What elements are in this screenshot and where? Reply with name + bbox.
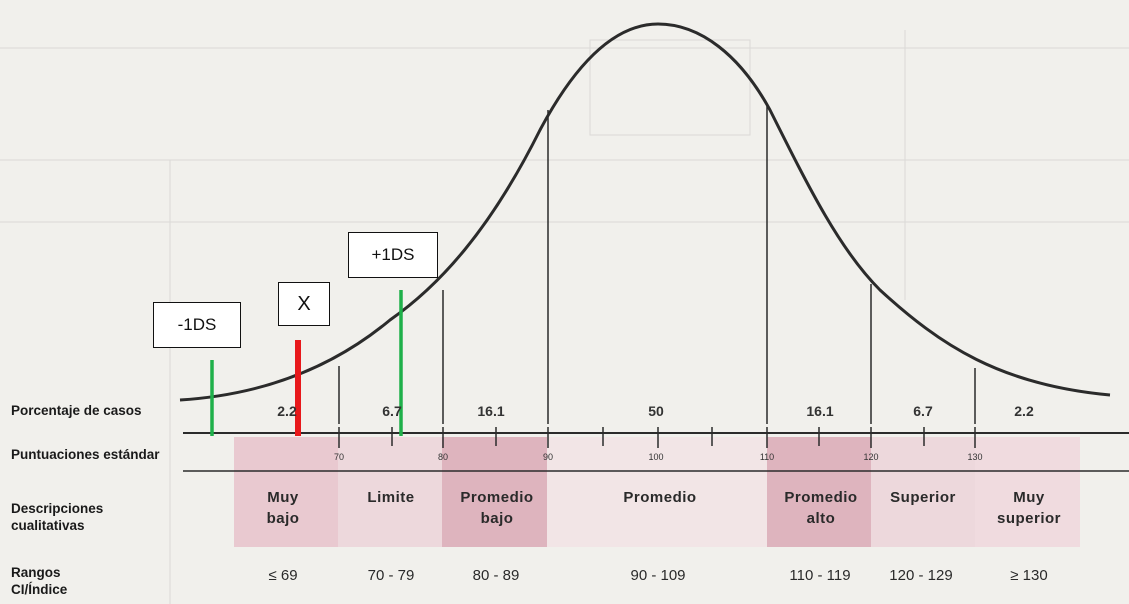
score-ticks: [338, 427, 976, 448]
score-label-70: 70: [333, 452, 345, 462]
description-promedio: Promedio: [623, 487, 696, 508]
description-muy-bajo-line2: bajo: [266, 510, 300, 527]
minus-1ds-label-box: -1DS: [153, 302, 241, 348]
background-scan-artifacts: [0, 30, 1129, 604]
score-label-90: 90: [542, 452, 554, 462]
description-promedio-alto: Promedio alto: [784, 487, 857, 529]
description-superior-line1: Superior: [890, 489, 956, 506]
range-muy-bajo: ≤ 69: [268, 567, 298, 584]
row-label-puntuaciones: Puntuaciones estándar: [11, 447, 160, 462]
description-limite: Limite: [367, 487, 414, 508]
plus-1ds-label-box: +1DS: [348, 232, 438, 278]
range-promedio-alto: 110 - 119: [789, 567, 851, 584]
plus-1ds-label: +1DS: [371, 245, 415, 264]
row-label-rangos: Rangos CI/Índice: [11, 564, 67, 598]
score-label-80: 80: [437, 452, 449, 462]
score-label-110: 110: [759, 452, 775, 462]
description-muy-superior-line2: superior: [996, 510, 1062, 527]
row-label-rangos-line1: Rangos: [11, 565, 61, 580]
description-muy-bajo-line1: Muy: [267, 489, 299, 506]
range-limite: 70 - 79: [367, 567, 415, 584]
score-label-130: 130: [967, 452, 983, 462]
percentage-limite: 6.7: [382, 403, 402, 419]
band-superior: [871, 437, 975, 547]
range-superior: 120 - 129: [889, 567, 953, 584]
row-label-descripciones-line2: cualitativas: [11, 518, 85, 533]
range-muy-superior: ≥ 130: [1010, 567, 1048, 584]
description-bands: [234, 437, 1080, 547]
range-promedio: 90 - 109: [630, 567, 686, 584]
x-marker-label-box: X: [278, 282, 330, 326]
percentage-muy-bajo: 2.2: [277, 403, 297, 419]
description-muy-superior: Muy superior: [997, 487, 1061, 529]
minus-1ds-label: -1DS: [177, 315, 217, 334]
description-muy-bajo: Muy bajo: [267, 487, 300, 529]
description-promedio-alto-line2: alto: [806, 510, 836, 527]
description-promedio-alto-line1: Promedio: [784, 489, 858, 506]
description-promedio-bajo-line2: bajo: [480, 510, 514, 527]
band-limite: [338, 437, 442, 547]
row-label-porcentaje: Porcentaje de casos: [11, 403, 142, 418]
percentage-superior: 6.7: [913, 403, 933, 419]
percentage-promedio-alto: 16.1: [806, 403, 834, 419]
x-marker-label: X: [297, 292, 311, 315]
score-label-100: 100: [648, 452, 664, 462]
description-promedio-line1: Promedio: [623, 489, 697, 506]
percentage-muy-superior: 2.2: [1014, 403, 1034, 419]
range-promedio-bajo: 80 - 89: [472, 567, 520, 584]
division-lines: [338, 104, 976, 424]
description-promedio-bajo-line1: Promedio: [460, 489, 534, 506]
band-muy-bajo: [234, 437, 338, 547]
band-muy-superior: [975, 437, 1080, 547]
bell-curve: [179, 22, 1111, 402]
band-promedio-bajo: [442, 437, 547, 547]
row-label-rangos-line2: CI/Índice: [11, 582, 68, 597]
percentage-promedio-bajo: 16.1: [477, 403, 505, 419]
description-superior: Superior: [890, 487, 956, 508]
percentage-promedio: 50: [648, 403, 664, 419]
row-label-descripciones-line1: Descripciones: [11, 501, 104, 516]
score-label-120: 120: [863, 452, 879, 462]
row-label-descripciones: Descripciones cualitativas: [11, 500, 103, 534]
description-limite-line1: Limite: [367, 489, 415, 506]
description-promedio-bajo: Promedio bajo: [460, 487, 533, 529]
description-muy-superior-line1: Muy: [1013, 489, 1045, 506]
band-promedio: [547, 437, 767, 547]
band-promedio-alto: [767, 437, 871, 547]
